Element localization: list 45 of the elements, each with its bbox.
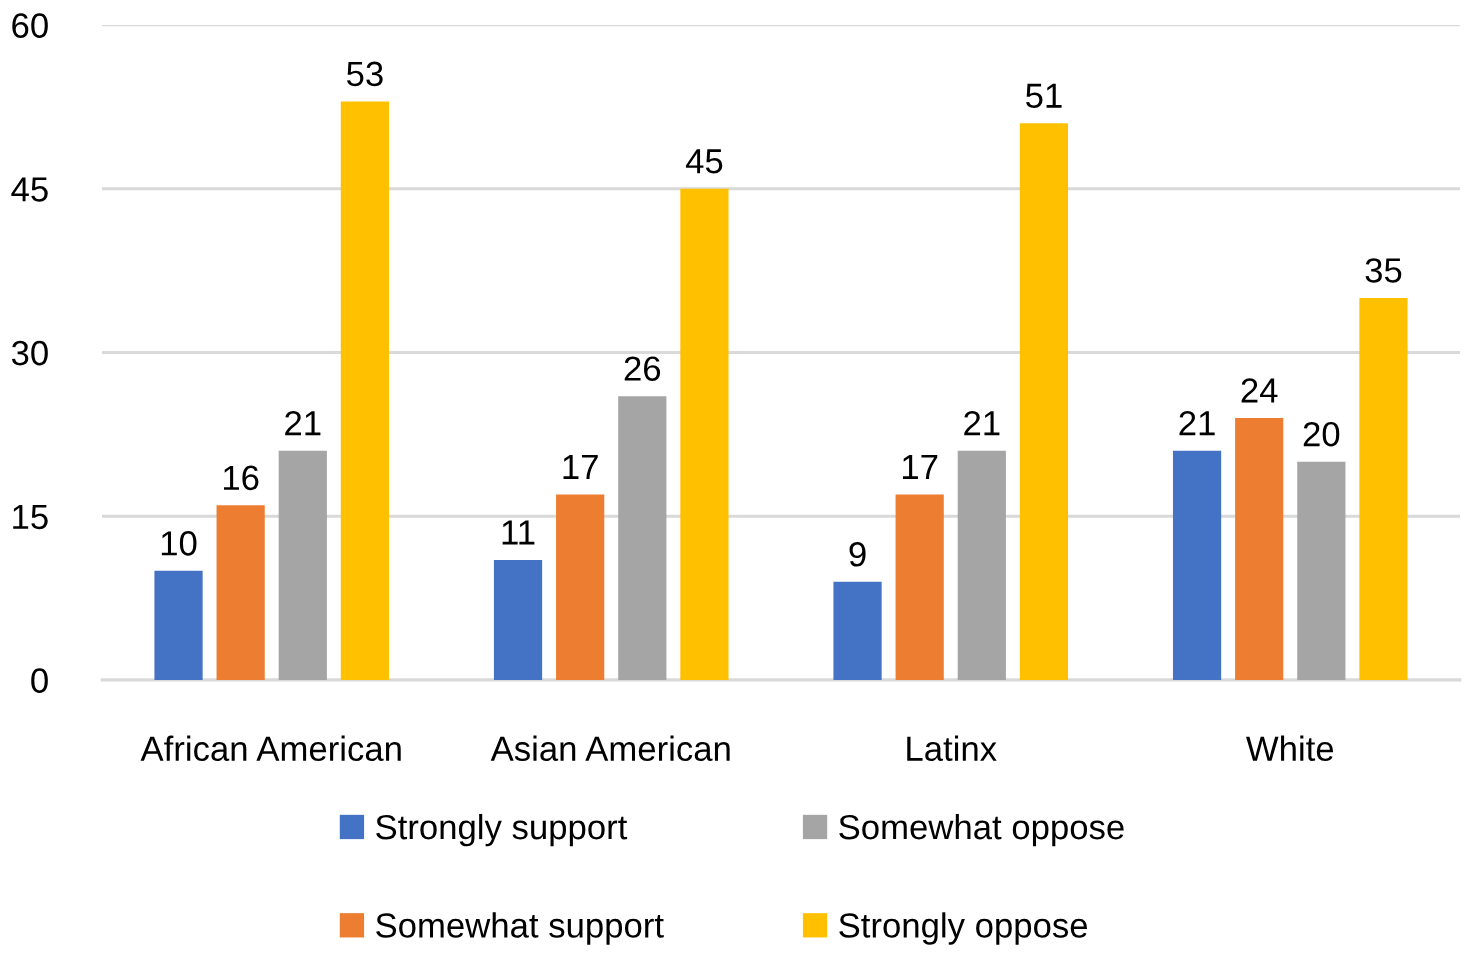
- bar: [957, 450, 1006, 680]
- y-tick-label: 0: [31, 668, 48, 693]
- data-label: 10: [161, 531, 197, 556]
- y-tick-label: 45: [11, 177, 48, 202]
- bar: [895, 494, 944, 680]
- x-tick-label: African American: [140, 735, 401, 762]
- bar: [680, 188, 729, 680]
- x-tick-label: White: [1246, 735, 1334, 762]
- y-tick-label: 15: [13, 504, 48, 530]
- data-label: 11: [502, 520, 535, 545]
- bar: [618, 396, 667, 680]
- data-label: 17: [903, 454, 938, 479]
- data-label: 35: [1365, 258, 1402, 283]
- data-label: 24: [1241, 378, 1278, 403]
- data-label: 21: [285, 410, 321, 436]
- y-tick-label: 60: [12, 13, 48, 38]
- data-label: 20: [1303, 421, 1340, 447]
- bar: [1359, 297, 1408, 680]
- bar: [556, 494, 605, 680]
- data-label: 45: [685, 149, 723, 174]
- bar: [216, 505, 265, 680]
- data-label: 16: [223, 465, 259, 491]
- legend-label: Somewhat oppose: [839, 813, 1124, 847]
- bar: [340, 101, 390, 680]
- data-label: 21: [964, 410, 1000, 436]
- bar: [1172, 450, 1222, 680]
- data-label: 53: [347, 61, 383, 87]
- legend-label: Strongly oppose: [839, 912, 1088, 945]
- x-tick-label: Latinx: [907, 735, 997, 762]
- data-label: 9: [849, 541, 866, 567]
- bar: [1019, 123, 1069, 680]
- bar: [1235, 418, 1284, 680]
- legend-label: Strongly support: [376, 813, 628, 847]
- bar: [493, 559, 543, 680]
- bar: [833, 581, 882, 680]
- legend-label: Somewhat support: [376, 912, 664, 945]
- data-label: 17: [563, 454, 598, 479]
- bar: [278, 450, 327, 680]
- bar: [1297, 461, 1346, 680]
- x-tick-label: Asian American: [490, 735, 730, 762]
- data-label: 26: [624, 356, 661, 381]
- data-label: 51: [1026, 83, 1062, 109]
- y-tick-label: 30: [11, 340, 48, 366]
- bar: [154, 570, 203, 680]
- data-label: 21: [1179, 410, 1215, 436]
